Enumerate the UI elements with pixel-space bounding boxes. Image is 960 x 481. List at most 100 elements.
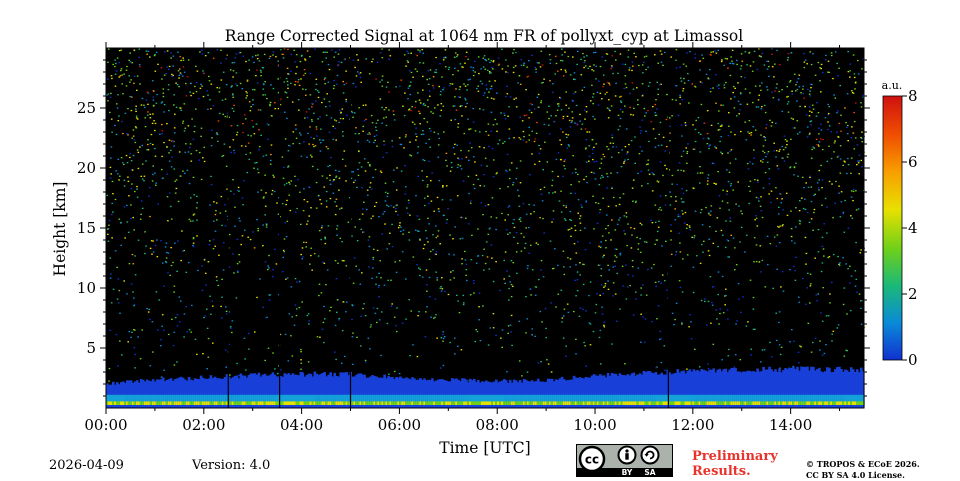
signal-pixel: [375, 284, 377, 285]
signal-pixel: [250, 135, 252, 136]
signal-pixel: [620, 254, 622, 255]
signal-pixel: [497, 143, 499, 144]
signal-pixel: [501, 213, 503, 214]
signal-pixel: [786, 141, 788, 142]
signal-pixel: [378, 296, 380, 297]
signal-pixel: [608, 117, 610, 118]
signal-pixel: [479, 293, 481, 294]
signal-pixel: [121, 354, 123, 355]
signal-pixel: [382, 57, 384, 58]
signal-pixel: [303, 141, 305, 142]
signal-pixel: [730, 163, 732, 164]
signal-pixel: [410, 94, 412, 95]
signal-pixel: [507, 93, 509, 94]
signal-pixel: [764, 349, 766, 350]
signal-pixel: [389, 59, 391, 60]
signal-pixel: [777, 226, 779, 227]
signal-pixel: [730, 217, 732, 218]
signal-pixel: [147, 111, 149, 112]
signal-pixel: [142, 178, 144, 179]
signal-pixel: [450, 120, 452, 121]
signal-pixel: [156, 94, 158, 95]
signal-pixel: [317, 90, 319, 91]
signal-pixel: [345, 180, 347, 181]
signal-pixel: [543, 276, 545, 277]
signal-pixel: [793, 127, 795, 128]
signal-pixel: [430, 131, 432, 132]
signal-pixel: [676, 251, 678, 252]
signal-pixel: [284, 238, 286, 239]
signal-pixel: [797, 120, 799, 121]
signal-pixel: [782, 271, 784, 272]
signal-pixel: [688, 80, 690, 81]
signal-pixel: [381, 107, 383, 108]
signal-pixel: [749, 133, 751, 134]
signal-pixel: [836, 132, 838, 133]
signal-pixel: [429, 161, 431, 162]
signal-pixel: [586, 182, 588, 183]
signal-pixel: [746, 325, 748, 326]
signal-pixel: [296, 281, 298, 282]
signal-pixel: [300, 78, 302, 79]
signal-pixel: [159, 134, 161, 135]
signal-pixel: [133, 139, 135, 140]
signal-pixel: [611, 188, 613, 189]
signal-pixel: [602, 177, 604, 178]
signal-pixel: [111, 203, 113, 204]
signal-pixel: [290, 83, 292, 84]
signal-pixel: [607, 108, 609, 109]
signal-pixel: [728, 240, 730, 241]
signal-pixel: [226, 84, 228, 85]
signal-pixel: [308, 186, 310, 187]
signal-pixel: [860, 249, 862, 250]
signal-pixel: [108, 49, 110, 50]
signal-pixel: [695, 57, 697, 58]
signal-pixel: [500, 338, 502, 339]
signal-pixel: [150, 365, 152, 366]
signal-pixel: [742, 61, 744, 62]
signal-pixel: [452, 74, 454, 75]
signal-pixel: [449, 85, 451, 86]
signal-pixel: [710, 88, 712, 89]
signal-pixel: [672, 175, 674, 176]
signal-pixel: [166, 73, 168, 74]
signal-pixel: [760, 90, 762, 91]
signal-pixel: [812, 342, 814, 343]
signal-pixel: [613, 143, 615, 144]
signal-pixel: [355, 127, 357, 128]
signal-pixel: [220, 50, 222, 51]
signal-pixel: [245, 146, 247, 147]
signal-pixel: [273, 51, 275, 52]
signal-pixel: [336, 235, 338, 236]
signal-pixel: [449, 234, 451, 235]
signal-pixel: [390, 205, 392, 206]
signal-pixel: [262, 94, 264, 95]
signal-pixel: [646, 295, 648, 296]
signal-pixel: [628, 50, 630, 51]
signal-pixel: [553, 210, 555, 211]
signal-pixel: [741, 213, 743, 214]
signal-pixel: [118, 302, 120, 303]
signal-pixel: [621, 102, 623, 103]
signal-pixel: [772, 122, 774, 123]
signal-pixel: [626, 87, 628, 88]
signal-pixel: [415, 128, 417, 129]
signal-pixel: [620, 100, 622, 101]
signal-pixel: [380, 170, 382, 171]
signal-pixel: [675, 100, 677, 101]
signal-pixel: [339, 178, 341, 179]
signal-pixel: [176, 179, 178, 180]
signal-pixel: [768, 193, 770, 194]
signal-pixel: [827, 161, 829, 162]
signal-pixel: [333, 179, 335, 180]
signal-pixel: [846, 173, 848, 174]
signal-pixel: [473, 156, 475, 157]
signal-pixel: [816, 139, 818, 140]
signal-pixel: [383, 117, 385, 118]
signal-pixel: [477, 86, 479, 87]
signal-pixel: [289, 313, 291, 314]
signal-pixel: [444, 336, 446, 337]
signal-pixel: [795, 226, 797, 227]
signal-pixel: [754, 179, 756, 180]
signal-pixel: [741, 65, 743, 66]
